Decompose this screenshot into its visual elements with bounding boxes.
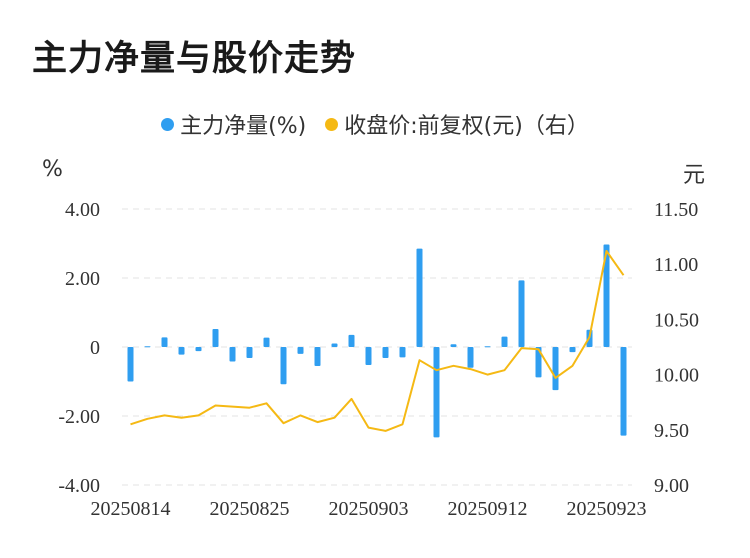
legend-item-close-price[interactable]: 收盘价:前复权(元)（右） [325, 108, 589, 140]
y-right-tick-label: 11.00 [654, 254, 698, 276]
bar [518, 280, 525, 347]
chart-title: 主力净量与股价走势 [32, 39, 357, 79]
bar [620, 347, 627, 436]
x-tick-label: 20250903 [329, 498, 409, 520]
bar [127, 347, 134, 382]
y-left-tick-label: 4.00 [65, 199, 100, 221]
bar [382, 347, 389, 359]
bar [450, 344, 457, 347]
bar [212, 329, 219, 347]
left-axis-unit: % [42, 157, 63, 182]
y-left-tick-label: -2.00 [58, 406, 100, 428]
bar [297, 347, 304, 354]
bar [178, 347, 185, 355]
bar [569, 347, 576, 353]
y-right-tick-label: 10.00 [654, 365, 699, 387]
bar [467, 347, 474, 368]
bar [399, 347, 406, 358]
bar [552, 347, 559, 391]
x-tick-label: 20250814 [91, 498, 171, 520]
right-axis-unit: 元 [683, 163, 706, 188]
bar [195, 347, 202, 352]
bar [246, 347, 253, 359]
x-tick-label: 20250923 [567, 498, 647, 520]
bar [501, 336, 508, 347]
bar [280, 347, 287, 385]
x-tick-label: 20250825 [210, 498, 290, 520]
bar [263, 337, 270, 347]
y-right-tick-label: 10.50 [654, 309, 699, 331]
bar [144, 346, 151, 348]
bar [535, 347, 542, 378]
legend-dot-bar-icon [161, 117, 175, 131]
bar [416, 248, 423, 347]
y-right-tick-label: 11.50 [654, 199, 698, 221]
legend-dot-line-icon [325, 117, 339, 131]
y-right-tick-label: 9.50 [654, 420, 689, 442]
y-left-tick-label: -4.00 [58, 475, 100, 497]
bar [603, 244, 610, 347]
legend-item-main-net[interactable]: 主力净量(%) [161, 108, 306, 140]
legend-label-main-net: 主力净量(%) [180, 114, 307, 139]
y-left-tick-label: 0 [90, 337, 100, 359]
y-left-tick-label: 2.00 [65, 268, 100, 290]
legend: 主力净量(%) 收盘价:前复权(元)（右） [0, 108, 750, 140]
bar [348, 334, 355, 347]
bar [331, 343, 338, 347]
bar [314, 347, 321, 366]
legend-label-close-price: 收盘价:前复权(元)（右） [344, 114, 589, 139]
price-line [130, 250, 625, 432]
bar [161, 337, 168, 347]
bar [484, 346, 491, 348]
y-right-tick-label: 9.00 [654, 475, 689, 497]
x-tick-label: 20250912 [448, 498, 528, 520]
bar [365, 347, 372, 365]
bar [433, 347, 440, 438]
bar [229, 347, 236, 362]
